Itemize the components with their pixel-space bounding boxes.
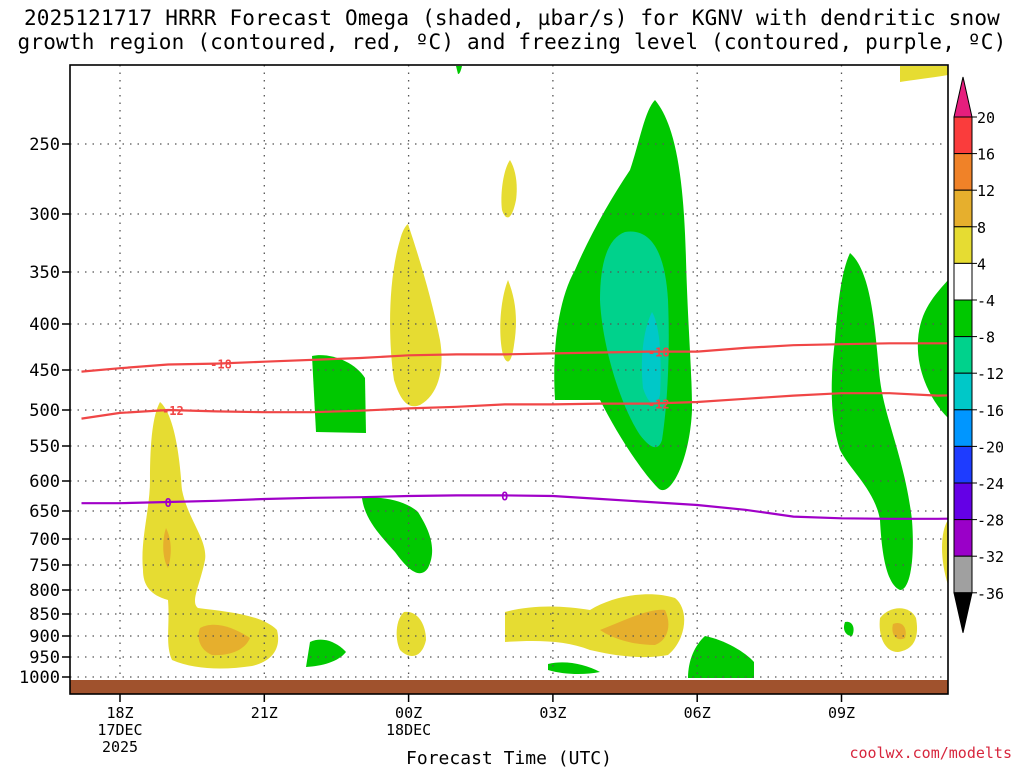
- colorbar-label-20: 20: [977, 109, 995, 127]
- colorbar-label-8: 8: [977, 219, 986, 237]
- colorbar-swatch--12: [953, 336, 973, 374]
- plot-frame: [69, 64, 949, 695]
- y-tick-label-700: 700: [29, 530, 60, 550]
- colorbar-swatch--20: [953, 409, 973, 447]
- omega-region-green-2200: [306, 639, 346, 667]
- chart-grid: [70, 65, 948, 694]
- chart-title-line1: 2025121717 HRRR Forecast Omega (shaded, …: [23, 6, 1001, 30]
- freezing-contour-0: [81, 494, 948, 520]
- colorbar-label-4: 4: [977, 255, 986, 273]
- x-tick-label-18Z: 18Z: [106, 704, 133, 722]
- colorbar-label-16: 16: [977, 146, 995, 164]
- colorbar-label--12: -12: [977, 365, 1004, 383]
- omega-region-green-2140: [312, 355, 366, 433]
- omega-region-yellow-0140-mid: [500, 280, 516, 362]
- colorbar-swatch--32: [953, 519, 973, 557]
- colorbar-top-arrow: [953, 76, 973, 118]
- omega-region-orange-1900-small: [163, 528, 171, 568]
- colorbar-swatch--24: [953, 445, 973, 484]
- freezing-label-0-0: 0: [164, 496, 171, 510]
- colorbar-swatch--36: [953, 555, 973, 594]
- omega-region-orange-0500: [600, 609, 669, 645]
- omega-region-yellow-1900: [142, 402, 279, 669]
- y-tick-label-450: 450: [29, 361, 60, 381]
- y-tick-label-900: 900: [29, 627, 60, 647]
- x-tick-label-09Z: 09Z: [828, 704, 855, 722]
- colorbar-swatch--28: [953, 482, 973, 521]
- omega-region-green-0330: [548, 662, 600, 675]
- colorbar-swatch-8: [953, 189, 973, 228]
- colorbar-swatch--4: [953, 262, 973, 301]
- y-tick-label-850: 850: [29, 605, 60, 625]
- x-tick-year-18Z: 2025: [102, 738, 138, 756]
- y-tick-label-500: 500: [29, 401, 60, 421]
- x-tick-date-00Z: 18DEC: [386, 721, 431, 739]
- omega-regions: [142, 66, 948, 678]
- omega-region-orange-1930: [198, 624, 250, 656]
- omega-region-orange-1000: [892, 622, 906, 640]
- colorbar-label--24: -24: [977, 475, 1004, 493]
- omega-region-yellow-1000-right: [942, 520, 948, 585]
- omega-region-green-0900: [843, 621, 854, 636]
- colorbar-swatch-12: [953, 153, 973, 191]
- chart-axes: 2503003504004505005506006507007508008509…: [19, 64, 949, 768]
- y-tick-label-750: 750: [29, 556, 60, 576]
- colorbar-bottom-arrow: [953, 592, 973, 633]
- y-tick-label-1000: 1000: [19, 668, 60, 688]
- y-tick-label-550: 550: [29, 437, 60, 457]
- omega-region-yellow-0030: [390, 224, 442, 407]
- omega-region-cyan-0500: [641, 312, 661, 404]
- y-tick-label-300: 300: [29, 205, 60, 225]
- credit-text: coolwx.com/modelts: [849, 744, 1012, 762]
- colorbar-swatch--8: [953, 299, 973, 338]
- chart-title-line2: growth region (contoured, red, ºC) and f…: [17, 30, 1007, 54]
- omega-region-green-1000: [917, 280, 948, 418]
- omega-region-green-0930: [831, 253, 913, 590]
- dgz-label--12-1: -12: [648, 397, 670, 411]
- y-tick-label-400: 400: [29, 315, 60, 335]
- colorbar-swatch-16: [953, 116, 973, 155]
- freezing-label-0-1: 0: [501, 489, 508, 503]
- x-tick-label-21Z: 21Z: [251, 704, 278, 722]
- dgz-label--18-0: -18: [210, 357, 232, 371]
- colorbar-swatch--16: [953, 372, 973, 411]
- colorbar-label--28: -28: [977, 512, 1004, 530]
- y-tick-label-800: 800: [29, 581, 60, 601]
- y-tick-label-350: 350: [29, 263, 60, 283]
- omega-region-yellow-0020-low: [396, 611, 426, 656]
- colorbar-label--36: -36: [977, 585, 1004, 603]
- colorbar-label--32: -32: [977, 548, 1004, 566]
- x-tick-label-03Z: 03Z: [539, 704, 566, 722]
- omega-region-green-0100-top: [456, 66, 462, 74]
- x-tick-date-18Z: 17DEC: [97, 721, 142, 739]
- dgz-contour--12: [81, 392, 948, 420]
- x-axis-title: Forecast Time (UTC): [406, 748, 612, 768]
- colorbar-label--4: -4: [977, 292, 995, 310]
- y-tick-label-250: 250: [29, 135, 60, 155]
- colorbar-label--20: -20: [977, 438, 1004, 456]
- dgz-label--18-1: -18: [648, 346, 670, 360]
- chart-title: 2025121717 HRRR Forecast Omega (shaded, …: [0, 6, 1024, 54]
- x-tick-label-00Z: 00Z: [395, 704, 422, 722]
- x-tick-label-06Z: 06Z: [684, 704, 711, 722]
- dgz-contour--18: [81, 342, 948, 373]
- omega-region-yellow-1100-top: [900, 66, 948, 82]
- chart-contours: -18 -18 -12 -12 0 0: [81, 342, 948, 520]
- omega-region-green-0640: [688, 636, 754, 678]
- omega-region-yellow-0140-upper: [501, 160, 517, 218]
- terrain-bar: [70, 680, 948, 694]
- y-tick-label-950: 950: [29, 648, 60, 668]
- colorbar-label--8: -8: [977, 329, 995, 347]
- omega-region-green-0000: [362, 497, 433, 574]
- colorbar: 20 16 12 8 4 -4 -8 -12 -16 -20 -24 -28 -32 -36: [953, 76, 1004, 633]
- dgz-label--12-0: -12: [162, 404, 184, 418]
- colorbar-label--16: -16: [977, 402, 1004, 420]
- colorbar-swatch-4: [953, 226, 973, 264]
- colorbar-label-12: 12: [977, 182, 995, 200]
- y-tick-label-600: 600: [29, 472, 60, 492]
- y-tick-label-650: 650: [29, 502, 60, 522]
